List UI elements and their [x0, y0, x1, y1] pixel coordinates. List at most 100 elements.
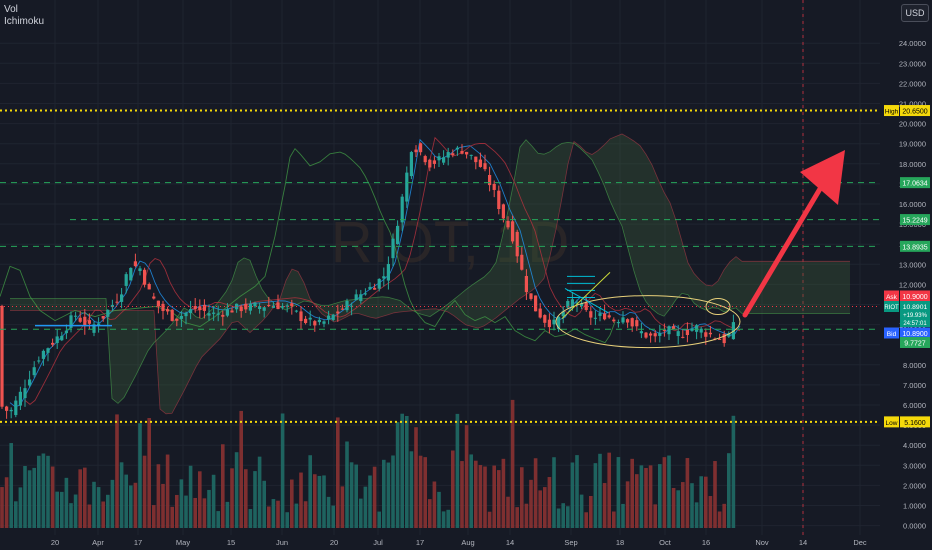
time-axis-bg — [0, 535, 932, 550]
volume-bar — [165, 454, 170, 528]
volume-bar — [46, 455, 50, 528]
candle-body — [189, 309, 193, 314]
volume-bar — [524, 503, 529, 528]
high-tag-label-bg — [884, 105, 899, 117]
volume-bar — [616, 457, 621, 528]
volume-bar — [492, 465, 496, 528]
volume-bar — [455, 413, 460, 528]
price-axis-tick: 21.0000 — [899, 100, 926, 109]
lagging-span — [0, 147, 616, 344]
candle-body — [708, 332, 712, 335]
candle-body — [14, 400, 18, 416]
volume-bar — [156, 464, 161, 528]
candle-body — [589, 311, 593, 318]
candle-body — [731, 322, 735, 340]
candle-body — [5, 406, 9, 411]
ichimoku-indicator-label[interactable]: Ichimoku — [4, 16, 45, 27]
candle-body — [658, 333, 662, 336]
time-axis-tick: 17 — [134, 538, 142, 547]
candle-body — [699, 328, 703, 333]
volume-bar — [363, 486, 368, 528]
volume-bar — [340, 486, 345, 528]
candle-body — [41, 350, 45, 359]
candle-body — [313, 321, 317, 326]
volume-bar — [359, 498, 363, 528]
candle-body — [253, 302, 257, 307]
volume-bar — [405, 415, 409, 528]
volume-bar — [92, 481, 96, 528]
volume-bar — [391, 455, 395, 528]
volume-bar — [354, 464, 358, 528]
volume-bar — [253, 471, 257, 528]
volume-bar — [152, 505, 156, 528]
candle-body — [547, 319, 551, 328]
volume-bar — [230, 468, 234, 528]
volume-bar — [561, 503, 565, 528]
candle-body — [676, 331, 680, 337]
volume-bar — [78, 469, 82, 528]
volume-bar — [175, 494, 179, 528]
volume-bar — [446, 509, 450, 528]
candle-body — [465, 151, 469, 155]
ask-tag-label-bg — [884, 290, 899, 302]
volume-bar — [662, 457, 667, 528]
candle-body — [55, 336, 59, 344]
candle-body — [695, 325, 699, 332]
candle-body — [685, 329, 689, 336]
volume-bar — [432, 481, 437, 528]
low-tag-value-bg — [900, 416, 930, 428]
volume-bar — [510, 399, 515, 528]
user-drawings — [35, 150, 845, 349]
candle-body — [60, 335, 64, 341]
candle-body — [285, 305, 289, 307]
riot-label-bg — [884, 301, 899, 312]
volume-bar — [290, 479, 294, 528]
candle-body — [239, 306, 243, 312]
candle-body — [202, 305, 206, 311]
volume-bar — [602, 483, 607, 528]
volume-bar — [731, 415, 736, 528]
bid-tag-value: 10.8900 — [902, 331, 927, 338]
candle-body — [538, 308, 542, 318]
volume-indicator-label[interactable]: Vol — [4, 4, 18, 15]
time-axis-tick: May — [176, 538, 190, 547]
candle-body — [46, 348, 50, 353]
volume-bar — [727, 453, 731, 528]
level1-tag-value: 17.0634 — [902, 181, 927, 188]
time-axis-tick: 16 — [702, 538, 710, 547]
symbol-watermark: RIOT, 1D — [331, 210, 570, 275]
candle-body — [198, 306, 202, 310]
volume-bar — [276, 500, 280, 528]
time-axis-tick: 14 — [506, 538, 514, 547]
candle-body — [501, 204, 505, 219]
volume-bar — [294, 503, 299, 528]
volume-bar — [60, 491, 64, 528]
volume-bar — [607, 452, 611, 528]
volume-bar — [202, 498, 207, 528]
candle-body — [382, 276, 386, 279]
price-axis-tick: 23.0000 — [899, 59, 926, 68]
candle-body — [317, 319, 321, 323]
volume-bar — [271, 499, 276, 528]
volume-bar — [658, 464, 662, 528]
price-axis-tick: 12.0000 — [899, 280, 926, 289]
volume-bar — [483, 466, 487, 528]
candle-body — [74, 315, 78, 317]
candle-body — [400, 196, 404, 223]
low-tag-label: Low — [886, 420, 898, 427]
volume-bar — [377, 511, 381, 528]
currency-badge[interactable]: USD — [901, 4, 929, 22]
volume-bar — [161, 483, 165, 528]
high-tag-value: 20.6500 — [902, 109, 927, 116]
highlight-ellipse-small — [705, 298, 731, 316]
volume-bar — [349, 462, 354, 528]
volume-bar — [170, 506, 174, 528]
candle-body — [570, 299, 574, 308]
candle-body — [603, 313, 607, 320]
ichimoku-cloud-fill — [10, 134, 850, 414]
price-axis-bg — [880, 0, 932, 535]
ichimoku-cloud — [10, 133, 850, 415]
candle-body — [97, 323, 101, 326]
